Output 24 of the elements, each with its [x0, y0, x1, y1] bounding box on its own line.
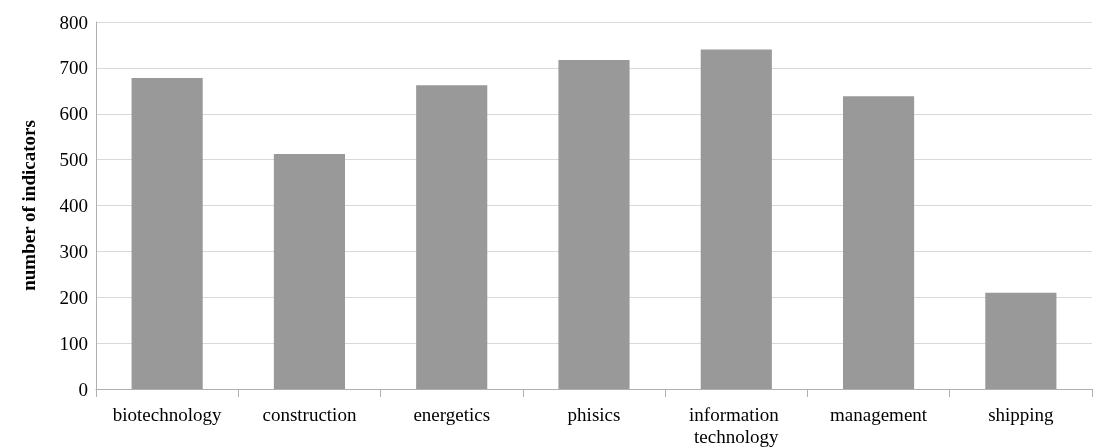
bar: [700, 49, 772, 389]
x-tick-label: management: [830, 403, 928, 425]
x-tick-label: shipping: [988, 403, 1055, 425]
bar: [273, 154, 345, 389]
y-axis-title: number of indicators: [18, 120, 39, 291]
x-tick-label: phisics: [567, 403, 621, 425]
y-tick-label: 400: [59, 195, 88, 216]
x-tick-label: energetics: [413, 403, 491, 425]
y-tick-label: 700: [59, 57, 88, 79]
y-tick-label: 200: [59, 286, 88, 308]
x-tick-label: biotechnology: [112, 403, 222, 425]
bar: [985, 292, 1057, 389]
bar: [558, 60, 630, 389]
y-tick-label: 800: [59, 11, 88, 33]
bar: [131, 77, 203, 389]
x-tick-label: construction: [262, 403, 357, 425]
y-tick-label: 0: [78, 378, 88, 400]
bar: [843, 96, 915, 389]
x-tick-label: information technology: [689, 403, 784, 447]
y-tick-label: 600: [59, 103, 88, 125]
y-tick-label: 500: [59, 149, 88, 171]
y-tick-label: 300: [59, 240, 88, 262]
bar: [416, 85, 488, 389]
y-tick-label: 100: [59, 332, 88, 354]
